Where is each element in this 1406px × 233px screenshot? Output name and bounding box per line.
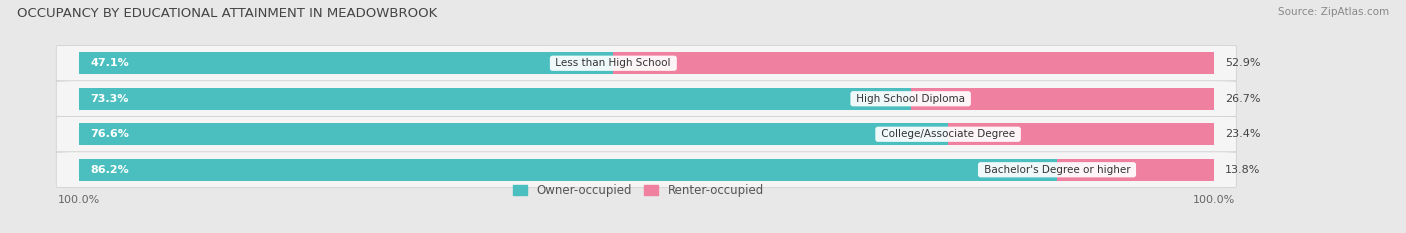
FancyBboxPatch shape <box>56 116 1236 152</box>
Bar <box>79 159 1057 181</box>
Text: 76.6%: 76.6% <box>90 129 129 139</box>
FancyBboxPatch shape <box>56 45 1236 81</box>
Text: 26.7%: 26.7% <box>1225 94 1260 104</box>
Text: 52.9%: 52.9% <box>1225 58 1260 68</box>
FancyBboxPatch shape <box>56 81 1236 117</box>
Text: 23.4%: 23.4% <box>1225 129 1260 139</box>
Text: Source: ZipAtlas.com: Source: ZipAtlas.com <box>1278 7 1389 17</box>
FancyBboxPatch shape <box>56 152 1236 188</box>
Bar <box>911 88 1213 110</box>
Text: College/Associate Degree: College/Associate Degree <box>877 129 1018 139</box>
Bar <box>1057 159 1213 181</box>
Bar <box>79 123 948 145</box>
Text: 73.3%: 73.3% <box>90 94 129 104</box>
Text: High School Diploma: High School Diploma <box>853 94 969 104</box>
Text: OCCUPANCY BY EDUCATIONAL ATTAINMENT IN MEADOWBROOK: OCCUPANCY BY EDUCATIONAL ATTAINMENT IN M… <box>17 7 437 20</box>
Bar <box>613 52 1213 74</box>
Text: 13.8%: 13.8% <box>1225 165 1260 175</box>
Legend: Owner-occupied, Renter-occupied: Owner-occupied, Renter-occupied <box>513 184 763 197</box>
Bar <box>79 88 911 110</box>
Text: 47.1%: 47.1% <box>90 58 129 68</box>
Text: Less than High School: Less than High School <box>553 58 675 68</box>
Text: Bachelor's Degree or higher: Bachelor's Degree or higher <box>980 165 1133 175</box>
Bar <box>79 52 613 74</box>
Text: 86.2%: 86.2% <box>90 165 129 175</box>
Bar <box>948 123 1213 145</box>
